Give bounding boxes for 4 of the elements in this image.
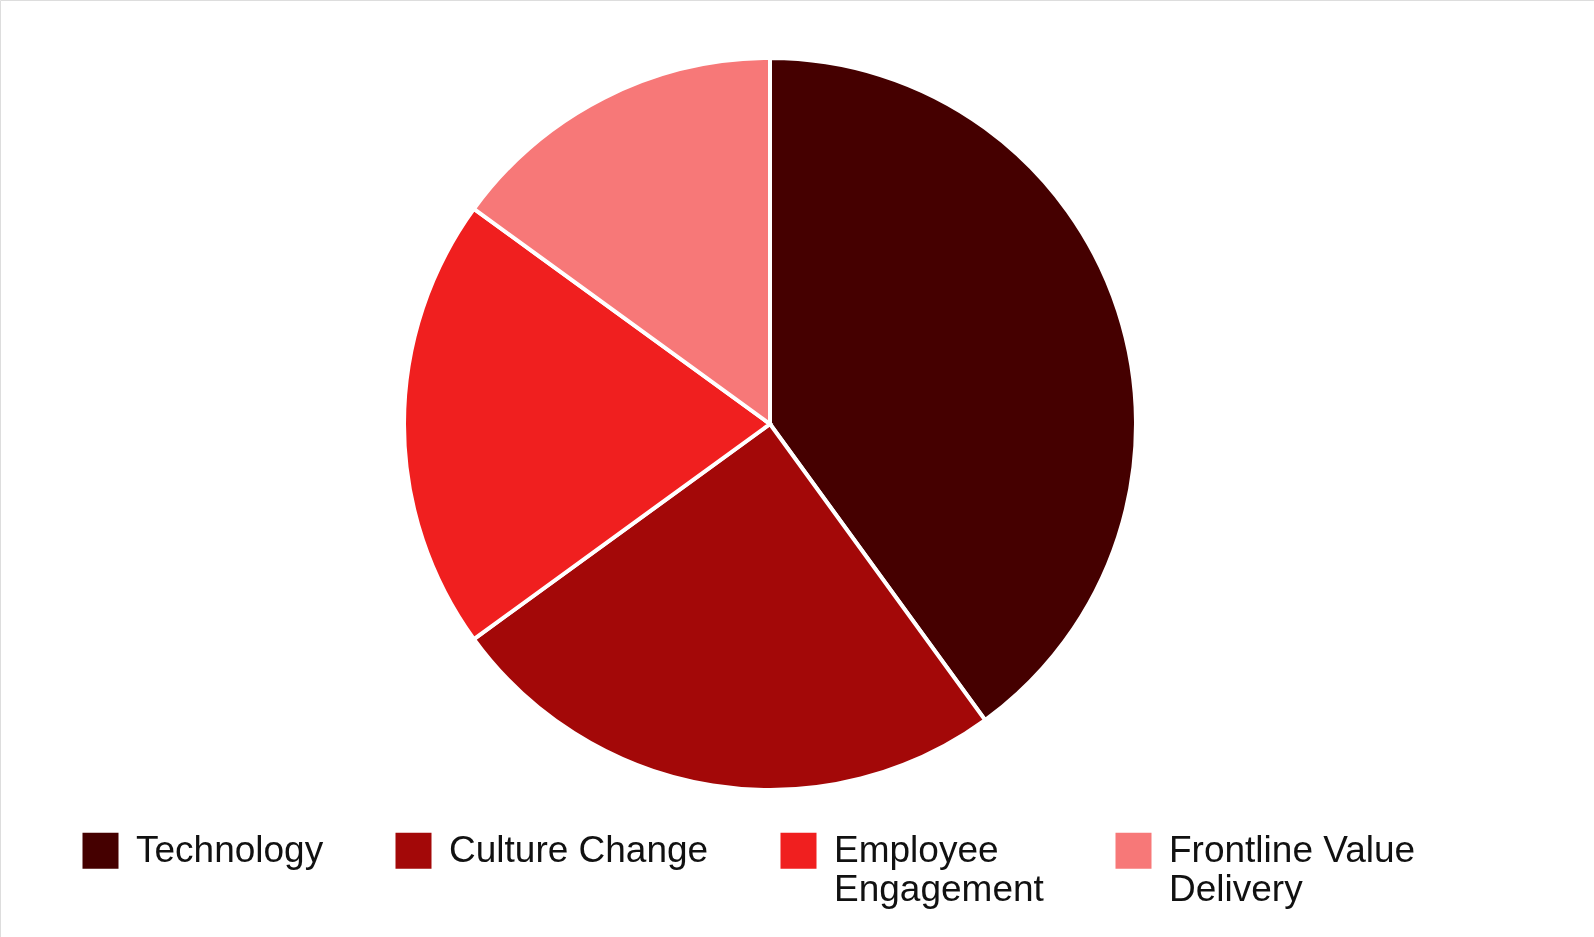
legend-label: Technology — [136, 828, 324, 870]
legend-label: Culture Change — [449, 828, 709, 870]
legend-label: Frontline Value Delivery — [1169, 828, 1416, 909]
legend-label: Employee Engagement — [834, 828, 1045, 909]
